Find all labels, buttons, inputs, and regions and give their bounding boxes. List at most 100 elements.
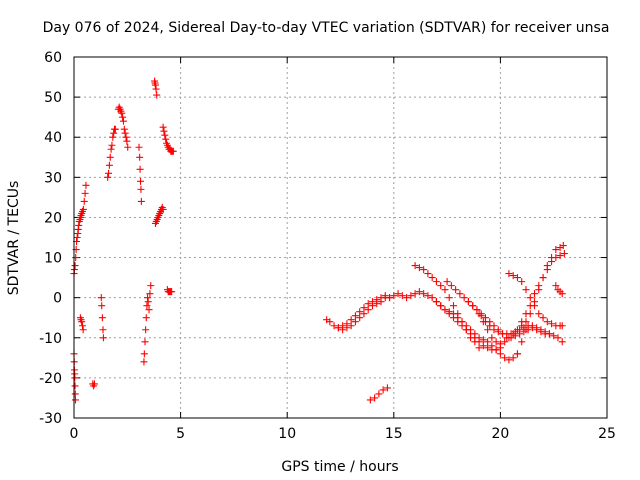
data-point [528,322,536,330]
data-point [71,390,79,398]
data-point [351,312,359,320]
data-point [122,133,130,141]
data-point [137,197,145,205]
data-point [462,322,470,330]
data-point [136,153,144,161]
series-seg-r [411,262,483,352]
data-point [330,322,338,330]
data-point [469,302,477,310]
data-point [539,314,547,322]
data-point [548,258,556,266]
data-point [501,338,509,346]
data-point [160,127,168,135]
x-tick-label: 10 [278,426,296,442]
data-point [368,298,376,306]
data-point [79,326,87,334]
y-tick-label: 0 [53,291,62,307]
data-point [559,242,567,250]
data-point [535,310,543,318]
data-point [541,328,549,336]
data-point [548,320,556,328]
data-point [518,338,526,346]
data-point [73,234,81,241]
data-point [545,330,553,338]
series-seg-i [140,282,155,366]
data-point [496,340,504,348]
data-point [558,322,566,330]
grid-layer [74,57,607,418]
data-point [375,390,383,398]
data-point [326,318,334,326]
data-point [98,314,106,322]
data-point [531,290,539,298]
y-tick-label: 60 [44,50,62,66]
data-point [379,386,387,394]
data-point [381,292,389,300]
data-point [360,310,368,318]
data-point [505,356,513,364]
data-point [484,338,492,346]
data-point [552,246,560,254]
series-seg-l [159,123,177,155]
data-point [454,314,462,322]
data-point [490,326,498,334]
data-point [445,294,453,302]
data-point [441,286,449,294]
data-point [145,306,153,314]
series-seg-k [151,203,167,227]
data-point [452,286,460,294]
data-point [398,292,406,300]
data-point [71,262,79,270]
data-point [105,161,113,169]
data-point [386,294,394,302]
data-point [137,185,145,193]
data-point [424,270,432,278]
data-point [141,338,149,346]
data-point [121,129,129,137]
x-tick-label: 5 [176,426,185,442]
data-point [552,282,560,290]
data-point [522,286,530,294]
data-point [484,344,492,352]
data-point [347,316,355,324]
data-point [97,294,105,302]
x-tick-label: 20 [491,426,509,442]
data-point [531,302,539,310]
data-point [458,318,466,326]
data-point [513,274,521,282]
data-point [535,282,543,290]
data-point [109,133,117,141]
data-point [518,278,526,286]
data-point [407,292,415,300]
series-seg-y [505,270,566,330]
data-point [543,318,551,326]
y-tick-label: -30 [39,411,62,427]
series-seg-z [552,282,566,298]
data-point [449,310,457,318]
data-point [558,338,566,346]
data-point [467,334,475,342]
data-point [136,165,144,173]
data-point [71,382,79,390]
data-point [356,308,364,316]
data-point [105,169,113,177]
data-point [403,294,411,302]
y-tick-label: 10 [44,251,62,267]
series-seg-s [432,298,521,364]
data-point [415,264,423,272]
data-point [360,304,368,312]
data-point [120,125,128,133]
data-point [143,302,151,310]
y-tick-label: 40 [44,130,62,146]
data-point [80,197,88,205]
data-point [505,270,513,278]
data-point [347,322,355,330]
data-point [428,294,436,302]
data-point [484,326,492,334]
data-point [533,324,541,332]
x-tick-label: 25 [598,426,616,442]
series-seg-m [163,286,176,296]
data-point [78,318,86,326]
data-point [437,282,445,290]
